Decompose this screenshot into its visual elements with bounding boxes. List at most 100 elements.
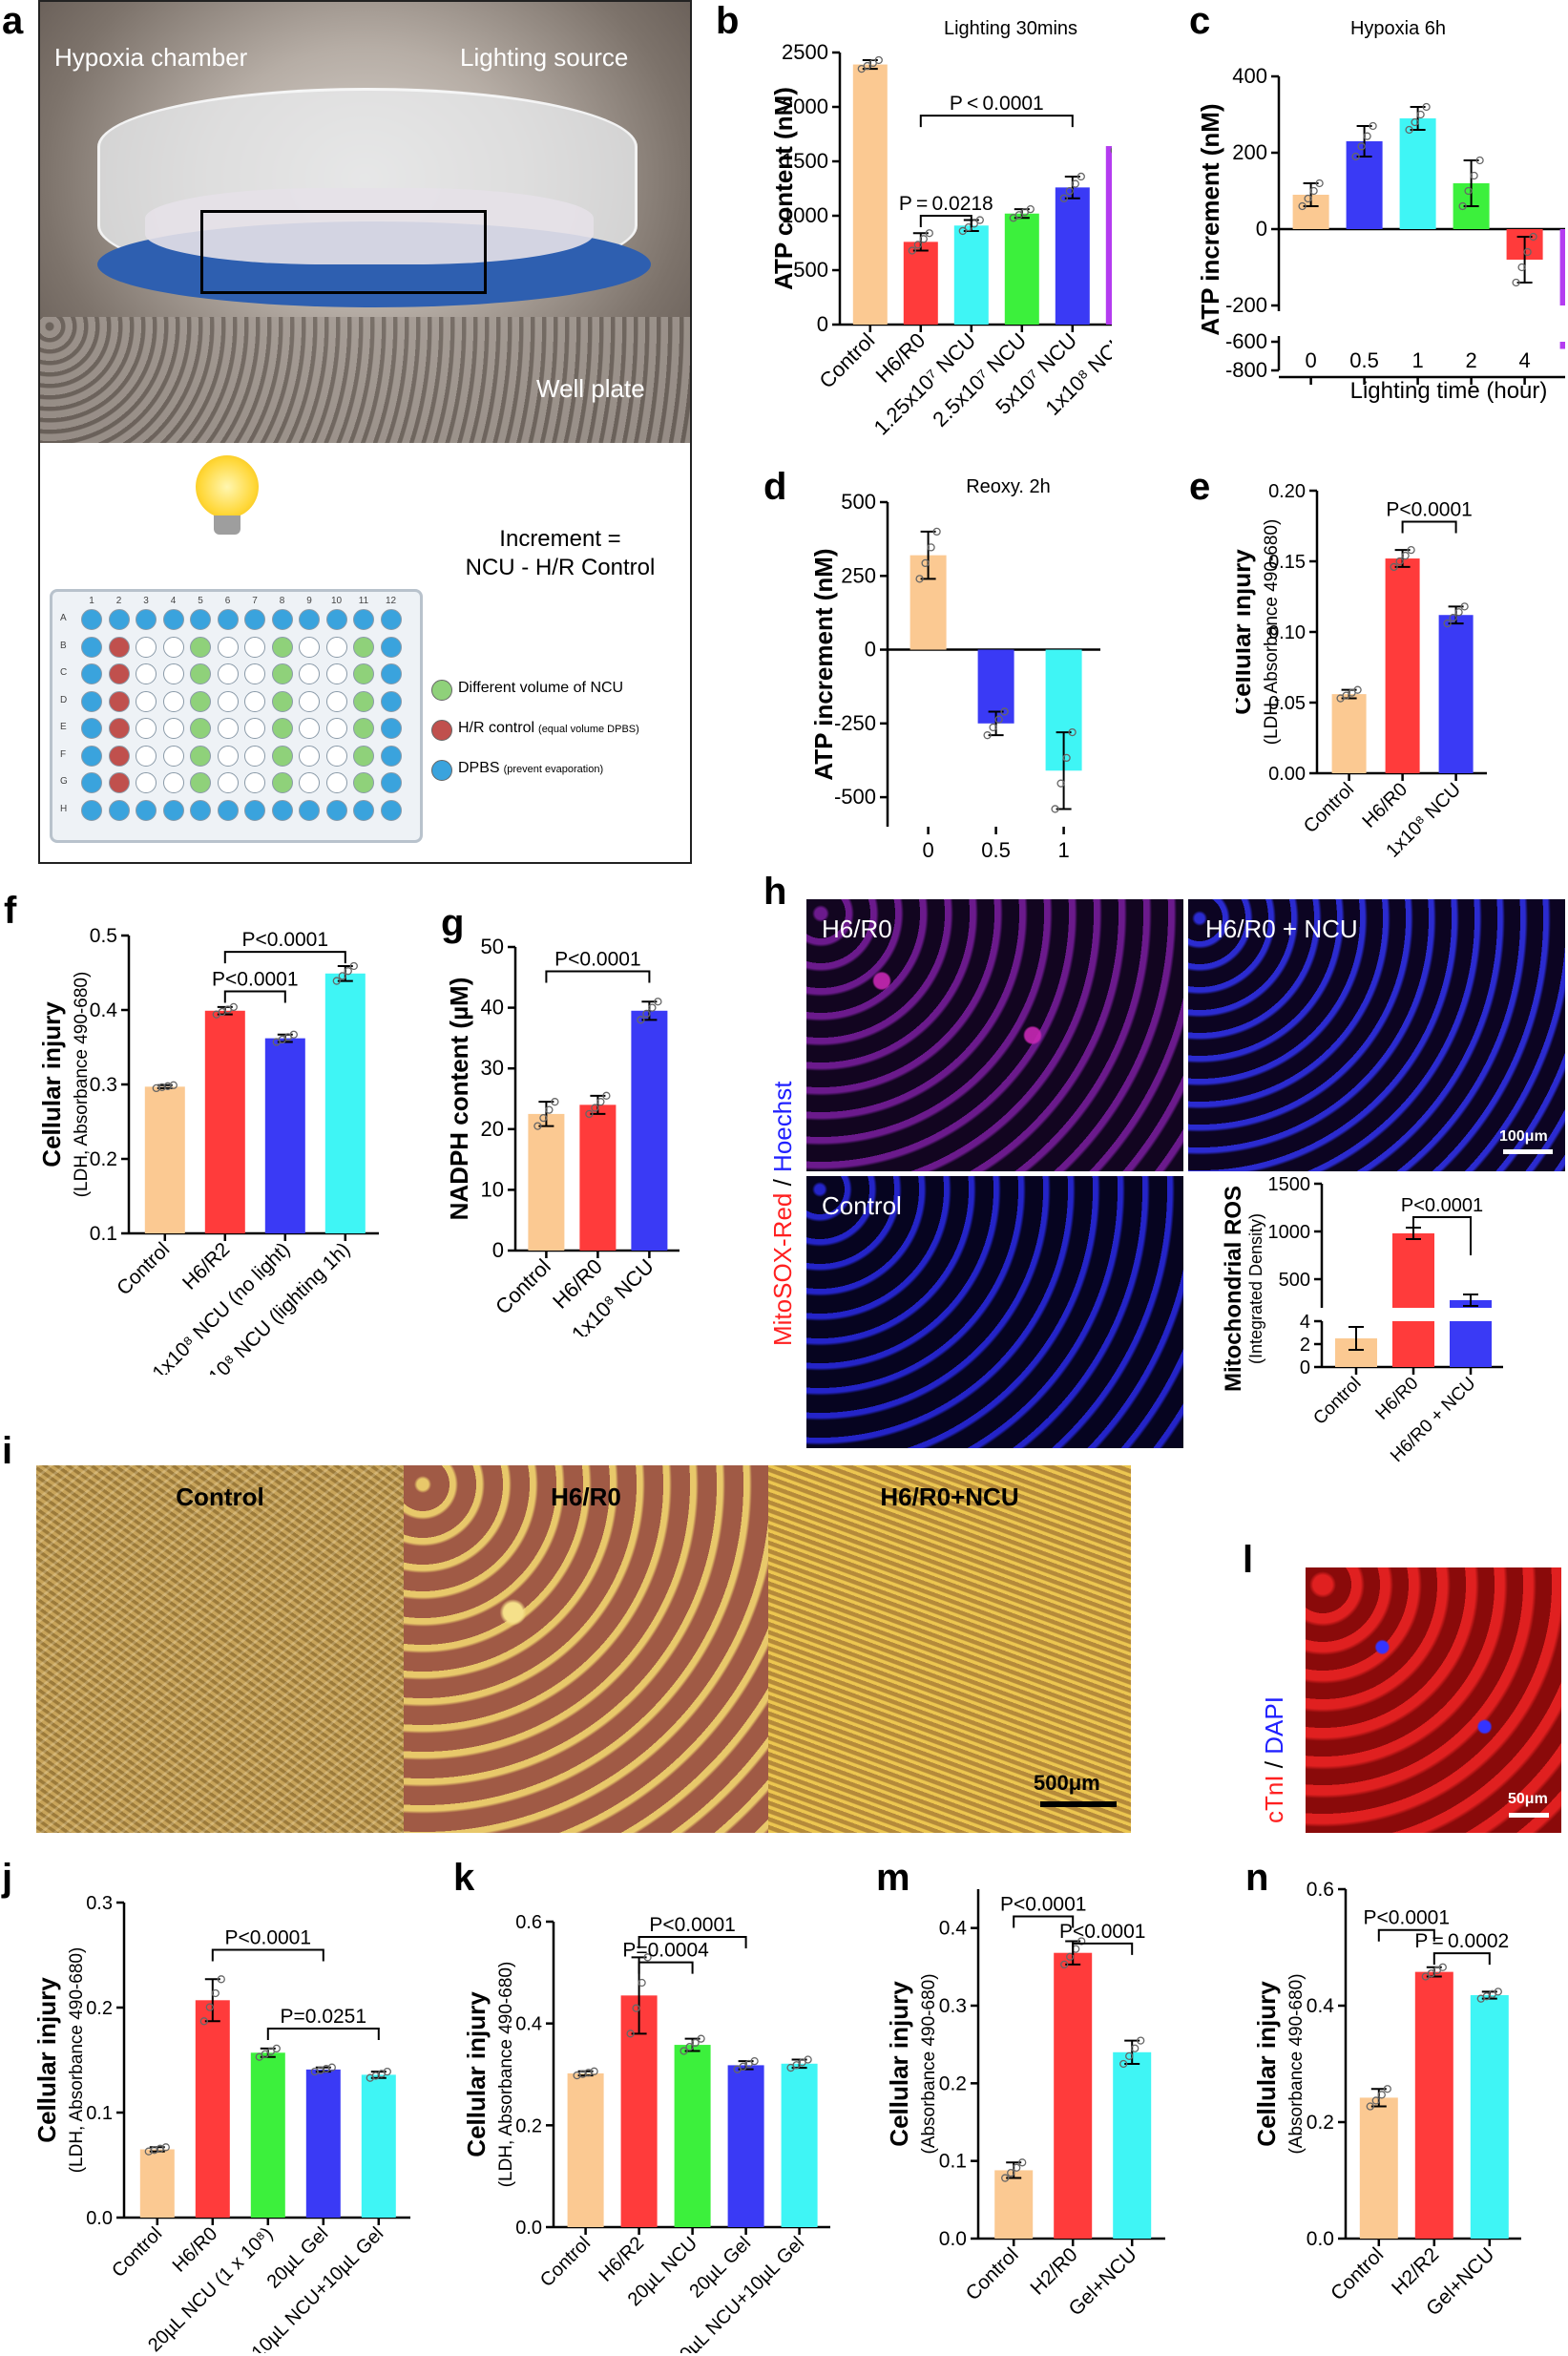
plate-well <box>81 772 102 793</box>
panel-label-m: m <box>876 1857 910 1899</box>
x-tick-label: H6/R0 <box>169 2223 222 2277</box>
plate-well <box>353 772 374 793</box>
p-value-label: P<0.0001 <box>554 948 641 970</box>
y-axis-label: ATP increment (nM) <box>809 548 838 780</box>
bar-f-2 <box>264 1038 305 1233</box>
plate-well <box>271 772 293 793</box>
x-tick-label: H6/R2 <box>595 2233 648 2286</box>
chart-d-body: Reoxy. 2h -500 -250 0 250 500 0 0.5 1 ATP increme… <box>809 477 1100 869</box>
plate-well <box>162 799 184 821</box>
data-point <box>310 2067 319 2076</box>
data-point <box>573 2071 581 2080</box>
significance-bracket <box>1401 520 1457 534</box>
data-point <box>1377 2091 1386 2099</box>
y-tick-label: 500 <box>841 490 876 514</box>
significance-bracket <box>266 2028 380 2040</box>
y-tick-label: 0.2 <box>939 2072 967 2094</box>
y-tick-label: 0.2 <box>515 2115 542 2136</box>
micrograph-control-h: Control <box>806 1176 1183 1448</box>
plate-well <box>299 663 320 684</box>
data-point <box>1071 179 1079 188</box>
p-value-label: P=0.0251 <box>281 2006 367 2028</box>
y-axis-sublabel: (Absorbance 490-680) <box>1286 1973 1307 2154</box>
data-point <box>1357 142 1366 151</box>
data-point <box>638 1978 646 1988</box>
plate-row-label: B <box>60 640 67 651</box>
plate-col-label: 12 <box>385 596 397 606</box>
scale-bar-500um <box>1040 1801 1117 1807</box>
bar-j-4 <box>361 2074 396 2218</box>
data-point <box>925 229 933 238</box>
bar-g-1 <box>579 1104 617 1251</box>
plate-well <box>108 609 130 630</box>
plate-well <box>217 718 239 739</box>
data-point <box>1065 187 1074 196</box>
scale-bar-50um <box>1509 1813 1549 1818</box>
y-tick-label: 0 <box>1256 217 1267 241</box>
data-point <box>1137 2036 1145 2045</box>
y-tick-label: 0.2 <box>1307 2112 1334 2134</box>
plate-well <box>299 745 320 767</box>
y-axis-sublabel: (LDH, Absorbance 490-680) <box>72 972 92 1198</box>
data-point <box>1390 562 1398 572</box>
data-point <box>585 1109 594 1119</box>
plate-well <box>108 636 130 658</box>
y-axis-label: ATP increment (nM) <box>1198 103 1224 335</box>
plate-well <box>162 609 184 630</box>
data-point <box>1371 2096 1380 2105</box>
data-point <box>1438 1963 1447 1971</box>
y-tick-label: 1000 <box>1268 1222 1311 1243</box>
p-value-label: P<0.0001 <box>649 1914 736 1936</box>
y-tick-label: 0.1 <box>86 2103 113 2124</box>
bulb-base <box>214 515 240 535</box>
plate-well <box>217 745 239 767</box>
panel-l-side-label: cTnI / DAPI <box>1260 1696 1288 1823</box>
plate-well <box>244 609 265 630</box>
micrograph-h6r0: H6/R0 <box>806 899 1183 1171</box>
bar-f-3 <box>324 973 366 1233</box>
data-point <box>578 2070 587 2078</box>
plate-row-label: D <box>60 694 68 705</box>
data-point <box>626 2030 635 2038</box>
y-tick-label: -500 <box>834 785 876 809</box>
plate-well <box>271 745 293 767</box>
data-point <box>648 1003 657 1012</box>
significance-bracket <box>1072 1942 1134 1955</box>
bar-m-0 <box>994 2170 1034 2239</box>
data-point <box>679 2047 688 2055</box>
x-tick-label: Control <box>1309 1374 1365 1429</box>
plate-well <box>299 799 320 821</box>
data-point <box>1464 186 1473 196</box>
data-point <box>1026 205 1035 214</box>
data-point <box>1449 614 1457 622</box>
plate-well <box>190 745 211 767</box>
x-tick-label: 0 <box>922 838 933 862</box>
plate-well <box>136 636 157 658</box>
bar-c-2 <box>1399 118 1436 229</box>
bar-e-1 <box>1385 558 1420 773</box>
data-point <box>1309 186 1318 196</box>
p-value-label: P < 0.0001 <box>950 93 1044 115</box>
bar-b-1 <box>903 242 938 325</box>
data-point <box>163 1082 172 1090</box>
significance-bracket <box>1377 1928 1435 1942</box>
y-tick-label: -250 <box>834 711 876 735</box>
data-point <box>1125 2051 1134 2061</box>
plate-well <box>162 718 184 739</box>
legend-label: DPBS (prevent evaporation) <box>458 760 604 776</box>
data-point <box>1066 1952 1075 1961</box>
p-value-label: P<0.0001 <box>1059 1921 1146 1943</box>
data-point <box>1458 201 1467 211</box>
plate-row-label: C <box>60 667 68 678</box>
plate-well <box>299 609 320 630</box>
bar-h-lower-2 <box>1450 1321 1492 1367</box>
p-value-label: P<0.0001 <box>1386 499 1473 521</box>
plate-well <box>162 745 184 767</box>
legend-swatch <box>431 720 452 741</box>
plate-well <box>217 636 239 658</box>
data-point <box>1056 779 1065 788</box>
data-point <box>1060 1960 1069 1969</box>
plate-well <box>325 718 347 739</box>
